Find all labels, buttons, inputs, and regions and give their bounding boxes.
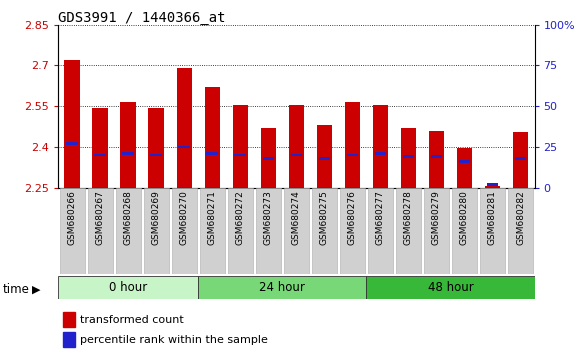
FancyBboxPatch shape — [340, 188, 365, 274]
FancyBboxPatch shape — [59, 188, 85, 274]
Text: 0 hour: 0 hour — [109, 281, 148, 294]
Bar — [150, 154, 162, 156]
FancyBboxPatch shape — [312, 188, 337, 274]
Bar — [401, 128, 416, 188]
Bar — [487, 183, 498, 186]
Bar — [198, 276, 367, 299]
Bar — [177, 68, 192, 188]
Bar — [403, 155, 414, 158]
Bar — [347, 154, 358, 156]
Text: time: time — [3, 283, 30, 296]
Text: GSM680278: GSM680278 — [404, 190, 413, 245]
Text: GSM680271: GSM680271 — [208, 190, 217, 245]
Bar — [206, 152, 218, 155]
Bar — [289, 105, 304, 188]
Text: GSM680270: GSM680270 — [180, 190, 189, 245]
Bar — [318, 157, 330, 160]
Text: GSM680266: GSM680266 — [67, 190, 77, 245]
Bar — [431, 155, 442, 158]
Bar — [367, 276, 535, 299]
Bar — [149, 108, 164, 188]
FancyBboxPatch shape — [508, 188, 533, 274]
Text: GSM680273: GSM680273 — [264, 190, 273, 245]
Bar — [260, 128, 276, 188]
Text: GSM680279: GSM680279 — [432, 190, 441, 245]
Bar — [66, 142, 78, 145]
FancyBboxPatch shape — [424, 188, 449, 274]
Text: GDS3991 / 1440366_at: GDS3991 / 1440366_at — [58, 11, 225, 25]
FancyBboxPatch shape — [228, 188, 253, 274]
Bar — [178, 145, 190, 148]
Text: ▶: ▶ — [32, 284, 41, 294]
Bar — [515, 157, 526, 160]
Text: GSM680282: GSM680282 — [516, 190, 525, 245]
Bar — [345, 102, 360, 188]
Bar — [232, 105, 248, 188]
FancyBboxPatch shape — [116, 188, 141, 274]
Bar — [123, 152, 134, 155]
Bar — [513, 132, 528, 188]
Text: transformed count: transformed count — [80, 315, 183, 325]
FancyBboxPatch shape — [368, 188, 393, 274]
Bar — [290, 154, 302, 156]
Bar — [92, 108, 108, 188]
Bar — [63, 312, 75, 327]
Bar — [205, 87, 220, 188]
Text: 48 hour: 48 hour — [428, 281, 474, 294]
Text: GSM680267: GSM680267 — [96, 190, 105, 245]
Text: GSM680281: GSM680281 — [488, 190, 497, 245]
Text: 24 hour: 24 hour — [259, 281, 305, 294]
Text: GSM680269: GSM680269 — [152, 190, 161, 245]
Bar — [94, 154, 106, 156]
FancyBboxPatch shape — [452, 188, 477, 274]
Bar — [58, 276, 198, 299]
FancyBboxPatch shape — [171, 188, 197, 274]
FancyBboxPatch shape — [284, 188, 309, 274]
Bar — [317, 125, 332, 188]
Bar — [375, 152, 386, 155]
Text: GSM680268: GSM680268 — [124, 190, 132, 245]
FancyBboxPatch shape — [200, 188, 225, 274]
FancyBboxPatch shape — [144, 188, 169, 274]
FancyBboxPatch shape — [396, 188, 421, 274]
Text: GSM680274: GSM680274 — [292, 190, 301, 245]
Bar — [235, 154, 246, 156]
Bar — [64, 60, 80, 188]
Bar — [458, 160, 470, 163]
FancyBboxPatch shape — [88, 188, 113, 274]
Text: percentile rank within the sample: percentile rank within the sample — [80, 335, 267, 345]
Text: GSM680277: GSM680277 — [376, 190, 385, 245]
Bar — [485, 186, 500, 188]
Text: GSM680280: GSM680280 — [460, 190, 469, 245]
Bar — [120, 102, 136, 188]
Text: GSM680272: GSM680272 — [236, 190, 245, 245]
Text: GSM680276: GSM680276 — [348, 190, 357, 245]
FancyBboxPatch shape — [480, 188, 505, 274]
Text: GSM680275: GSM680275 — [320, 190, 329, 245]
Bar — [263, 157, 274, 160]
Bar — [63, 332, 75, 347]
Bar — [372, 105, 388, 188]
Bar — [457, 148, 472, 188]
FancyBboxPatch shape — [256, 188, 281, 274]
Bar — [429, 131, 444, 188]
